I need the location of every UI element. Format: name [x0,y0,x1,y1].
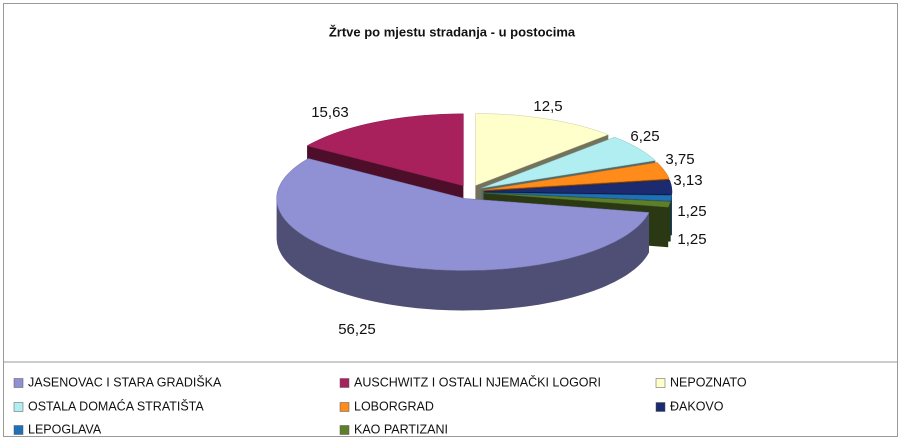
pie: 56,25 15,63 12,5 6,25 3,75 3,13 1,25 1,25 [276,98,707,338]
value-label: 15,63 [311,104,349,121]
legend-label: AUSCHWITZ I OSTALI NJEMAČKI LOGORI [354,374,601,389]
legend: JASENOVAC I STARA GRADIŠKA AUSCHWITZ I OS… [13,374,747,436]
legend-label: KAO PARTIZANI [354,422,448,436]
slice [306,113,464,187]
slice [483,192,671,208]
value-label: 1,25 [677,231,706,248]
slice [483,192,673,202]
legend-label: LEPOGLAVA [28,422,102,436]
legend-label: NEPOZNATO [670,375,747,389]
legend-label: OSTALA DOMAĆA STRATIŠTA [28,398,204,413]
legend-swatch [339,378,350,388]
legend-swatch [13,425,24,435]
legend-swatch [13,402,24,412]
slice [276,158,650,271]
value-label: 1,25 [677,203,706,220]
legend-swatch [13,378,24,388]
legend-swatch [655,378,666,388]
slice [483,162,670,191]
slice [475,113,610,186]
value-label: 6,25 [630,128,659,145]
slice [481,136,656,189]
legend-swatch [339,402,350,412]
slice-side [276,198,649,311]
legend-label: ĐAKOVO [670,399,724,413]
value-label: 56,25 [338,321,376,338]
value-label: 3,75 [665,151,694,168]
value-label: 3,13 [673,172,702,189]
legend-label: JASENOVAC I STARA GRADIŠKA [28,374,222,389]
legend-label: LOBORGRAD [354,399,434,413]
value-label: 12,5 [533,98,562,115]
legend-swatch [655,402,666,412]
legend-swatch [339,425,350,435]
slice [483,180,673,195]
chart-title: Žrtve po mjestu stradanja - u postocima [329,24,576,39]
